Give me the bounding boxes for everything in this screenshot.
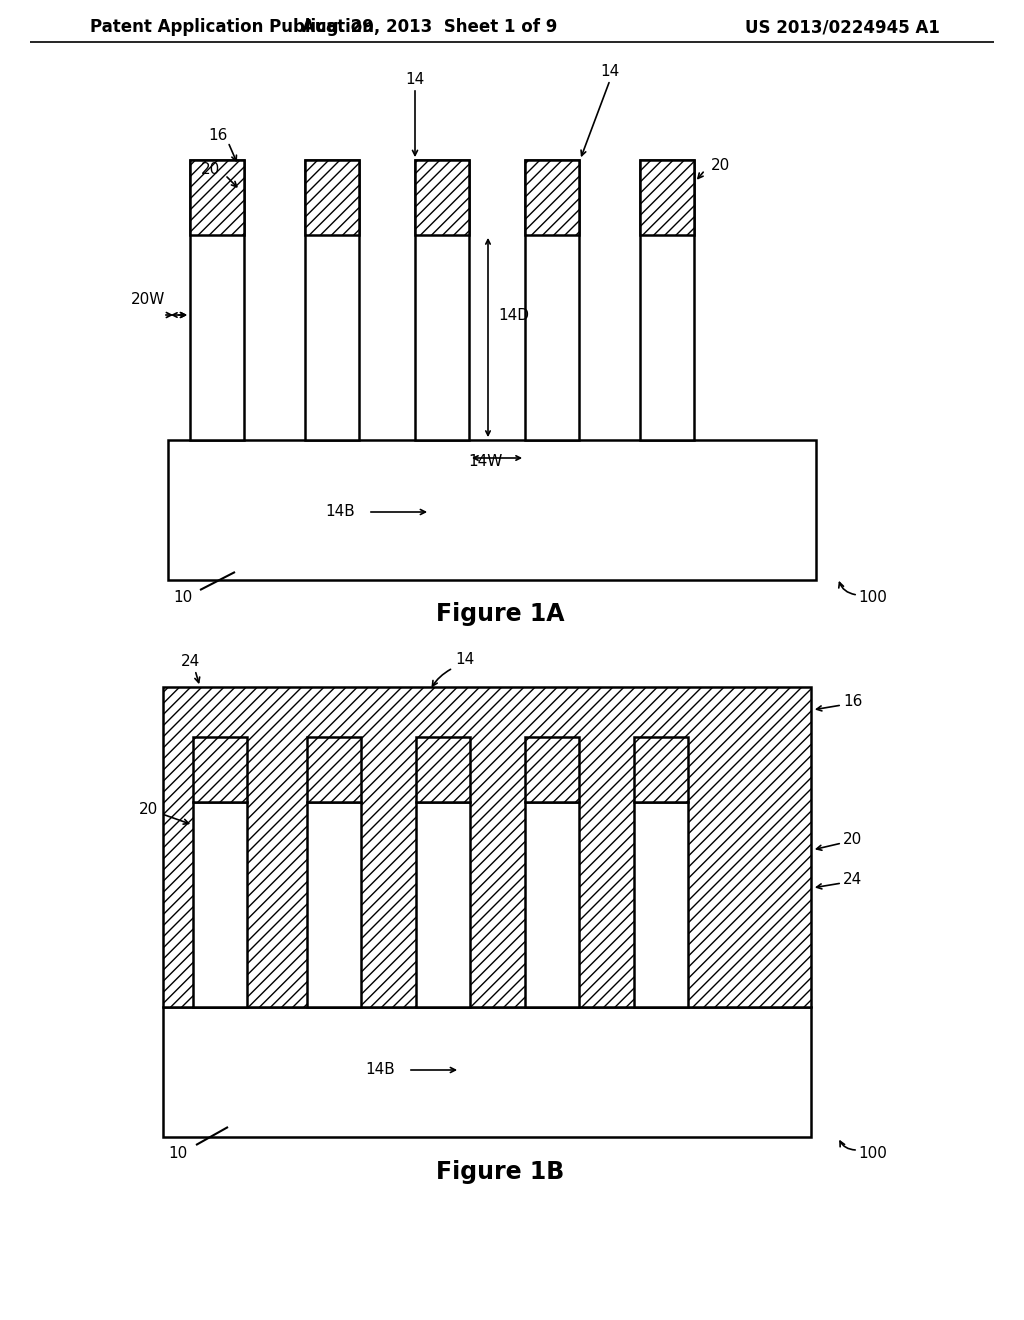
Bar [193,737,247,803]
Text: Aug. 29, 2013  Sheet 1 of 9: Aug. 29, 2013 Sheet 1 of 9 [302,18,558,36]
Text: 20W: 20W [131,293,165,308]
Text: 14: 14 [600,65,620,79]
Bar [415,160,469,235]
Bar [190,160,244,440]
Text: Figure 1B: Figure 1B [436,1160,564,1184]
Text: 14: 14 [456,652,475,668]
Text: 24: 24 [843,873,862,887]
Bar [190,160,244,235]
Bar [525,160,579,235]
Bar [525,737,579,803]
Bar [416,803,470,1007]
Bar [640,160,694,440]
Bar [525,803,579,1007]
Text: 14W: 14W [468,454,503,470]
Text: 20: 20 [138,803,158,817]
Bar [416,737,470,803]
Bar [163,1007,811,1137]
Text: 14B: 14B [366,1063,395,1077]
Bar [305,160,359,235]
Bar [168,440,816,579]
Bar [307,803,361,1007]
Text: Figure 1A: Figure 1A [436,602,564,626]
Text: 24: 24 [180,655,200,669]
Bar [163,686,811,1007]
Bar [307,737,361,803]
Bar [634,737,688,803]
Text: 14D: 14D [498,308,529,322]
Text: 100: 100 [858,1146,887,1160]
Bar [305,160,359,440]
Text: 16: 16 [843,694,862,710]
Text: 20: 20 [843,833,862,847]
Bar [415,160,469,440]
Text: 14: 14 [406,73,425,87]
Bar [193,803,247,1007]
Bar [525,160,579,440]
Text: 10: 10 [168,1146,187,1160]
Bar [634,803,688,1007]
Text: 14B: 14B [326,504,355,520]
Text: 20: 20 [201,162,219,177]
Text: 20: 20 [711,157,730,173]
Text: 16: 16 [208,128,227,143]
Text: Patent Application Publication: Patent Application Publication [90,18,374,36]
Text: US 2013/0224945 A1: US 2013/0224945 A1 [745,18,940,36]
Text: 100: 100 [858,590,887,606]
Text: 10: 10 [173,590,193,606]
Bar [640,160,694,235]
